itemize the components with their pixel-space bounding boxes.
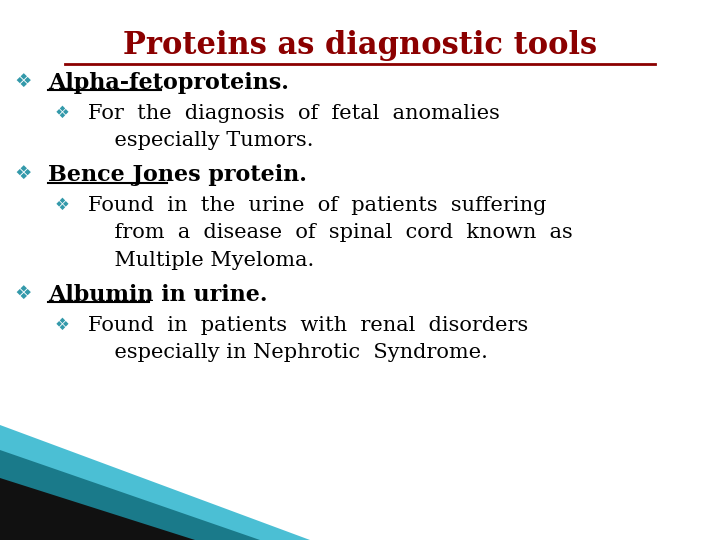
Text: ❖: ❖ <box>55 316 70 334</box>
Text: ❖: ❖ <box>55 197 70 214</box>
Text: Multiple Myeloma.: Multiple Myeloma. <box>88 251 314 269</box>
Text: especially Tumors.: especially Tumors. <box>88 131 313 150</box>
Polygon shape <box>0 425 310 540</box>
Text: Found  in  the  urine  of  patients  suffering: Found in the urine of patients suffering <box>88 197 546 215</box>
Text: ❖: ❖ <box>14 164 32 183</box>
Text: especially in Nephrotic  Syndrome.: especially in Nephrotic Syndrome. <box>88 343 488 362</box>
Polygon shape <box>0 450 260 540</box>
Text: ❖: ❖ <box>14 284 32 303</box>
Polygon shape <box>0 478 195 540</box>
Text: Albumin in urine.: Albumin in urine. <box>48 284 268 306</box>
Text: Alpha-fetoproteins.: Alpha-fetoproteins. <box>48 72 289 94</box>
Text: ❖: ❖ <box>55 104 70 122</box>
Text: Proteins as diagnostic tools: Proteins as diagnostic tools <box>123 30 597 61</box>
Text: Found  in  patients  with  renal  disorders: Found in patients with renal disorders <box>88 316 528 335</box>
Text: ❖: ❖ <box>14 72 32 91</box>
Text: from  a  disease  of  spinal  cord  known  as: from a disease of spinal cord known as <box>88 224 572 242</box>
Text: Bence Jones protein.: Bence Jones protein. <box>48 164 307 186</box>
Text: For  the  diagnosis  of  fetal  anomalies: For the diagnosis of fetal anomalies <box>88 104 500 123</box>
